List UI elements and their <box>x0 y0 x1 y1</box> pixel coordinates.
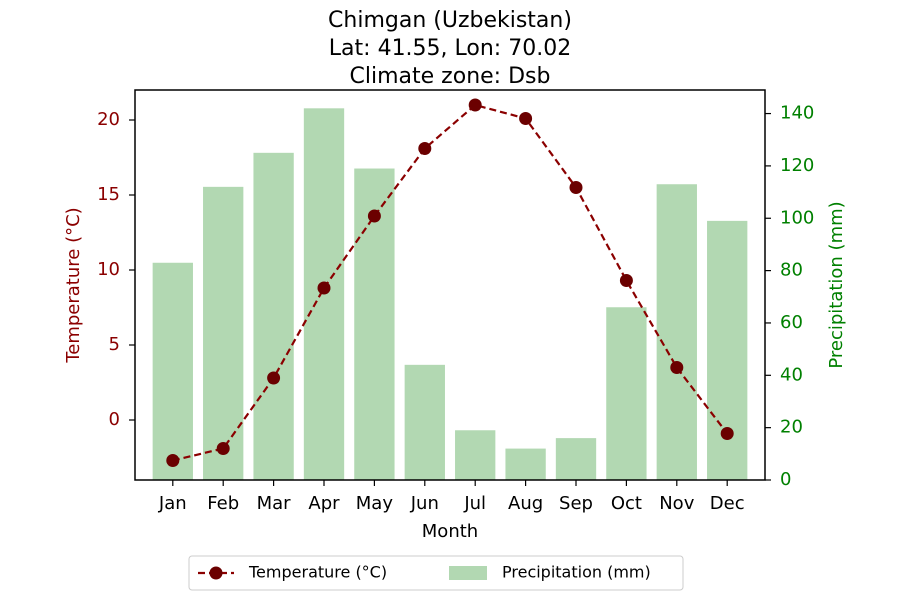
precipitation-bar-oct <box>606 307 647 480</box>
temperature-point-mar <box>267 371 281 385</box>
temperature-point-jan <box>166 454 180 467</box>
x-axis: Jan Feb Mar Apr May Jun Jul Aug Sep Oct Nov Dec <box>158 480 745 514</box>
right-tick-label: 40 <box>780 364 803 385</box>
temperature-point-jun <box>418 142 432 155</box>
precipitation-bar-jun <box>404 364 445 480</box>
temperature-point-oct <box>619 274 633 287</box>
x-tick-label: Nov <box>659 493 694 514</box>
left-tick-label: 10 <box>97 259 120 280</box>
precipitation-bar-dec <box>707 220 748 480</box>
x-tick-label: Feb <box>207 493 239 514</box>
x-tick-label: Sep <box>559 493 593 514</box>
x-tick-label: Jan <box>158 493 187 514</box>
chart-title: Chimgan (Uzbekistan) Lat: 41.55, Lon: 70… <box>328 8 572 89</box>
temperature-point-aug <box>519 112 533 125</box>
title-line-climate-zone: Climate zone: Dsb <box>350 64 551 89</box>
x-tick-label: Aug <box>508 493 543 514</box>
temperature-point-nov <box>670 361 684 374</box>
precipitation-bar-feb <box>203 186 244 480</box>
precipitation-bar-mar <box>253 152 294 480</box>
right-tick-label: 80 <box>780 260 803 281</box>
right-tick-label: 100 <box>780 207 814 228</box>
left-axis-title: Temperature (°C) <box>63 207 84 363</box>
legend-precipitation-swatch <box>449 566 487 580</box>
precipitation-bars <box>152 108 748 481</box>
precipitation-bar-nov <box>656 184 697 480</box>
precipitation-bar-aug <box>505 448 546 480</box>
right-tick-label: 120 <box>780 155 814 176</box>
right-axis-title: Precipitation (mm) <box>826 201 847 368</box>
left-axis: 0 5 10 15 20 <box>97 109 135 430</box>
x-tick-label: Apr <box>308 493 340 514</box>
title-line-location: Chimgan (Uzbekistan) <box>328 8 572 33</box>
right-axis: 0 20 40 60 80 100 120 140 <box>765 103 814 490</box>
x-tick-label: Jul <box>463 493 486 514</box>
temperature-point-apr <box>317 281 331 295</box>
right-tick-label: 60 <box>780 312 803 333</box>
title-line-coordinates: Lat: 41.55, Lon: 70.02 <box>329 36 571 61</box>
right-tick-label: 0 <box>780 469 791 490</box>
precipitation-bar-sep <box>555 438 597 480</box>
x-tick-label: Oct <box>611 493 642 514</box>
temperature-point-jul <box>468 98 482 112</box>
temperature-line-series <box>166 98 734 467</box>
left-tick-label: 15 <box>97 184 120 205</box>
temperature-line <box>172 103 729 462</box>
precipitation-bar-jan <box>152 262 193 480</box>
legend-box <box>188 555 684 591</box>
temperature-point-feb <box>216 442 230 455</box>
legend: Temperature (°C) Precipitation (mm) <box>188 555 684 591</box>
x-tick-label: May <box>356 493 394 514</box>
legend-precipitation-label: Precipitation (mm) <box>502 563 651 582</box>
x-axis-title: Month <box>422 521 478 542</box>
temperature-point-dec <box>720 427 734 440</box>
left-tick-label: 20 <box>97 109 120 130</box>
x-tick-label: Jun <box>410 493 439 514</box>
legend-temperature-label: Temperature (°C) <box>248 563 387 582</box>
x-tick-label: Dec <box>710 493 745 514</box>
legend-temperature-marker <box>209 566 223 580</box>
x-tick-label: Mar <box>257 493 292 514</box>
right-tick-label: 20 <box>780 417 803 438</box>
right-tick-label: 140 <box>780 103 814 124</box>
temperature-point-sep <box>569 181 583 194</box>
left-tick-label: 0 <box>109 409 120 430</box>
precipitation-bar-jul <box>455 430 496 480</box>
plot-frame <box>134 89 766 481</box>
left-tick-label: 5 <box>109 334 120 355</box>
temperature-point-may <box>367 209 381 223</box>
